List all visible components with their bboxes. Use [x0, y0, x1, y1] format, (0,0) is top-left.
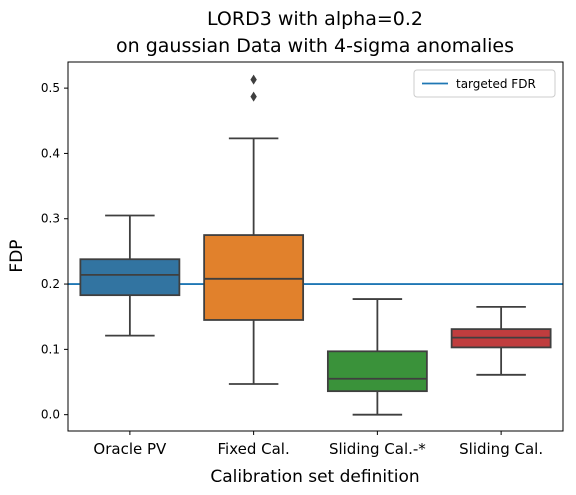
- chart-title-line2: on gaussian Data with 4-sigma anomalies: [116, 35, 514, 57]
- y-tick-label: 0.3: [41, 212, 60, 226]
- box-2: [326, 350, 428, 393]
- y-tick-label: 0.1: [41, 342, 60, 356]
- plot-area: Oracle PV Fixed Cal. Sliding Cal.-* Sliding…: [41, 61, 564, 458]
- y-tick-label: 0.5: [41, 81, 60, 95]
- box-0: [79, 258, 181, 297]
- y-tick-label: 0.4: [41, 146, 60, 160]
- x-axis-label: Calibration set definition: [210, 467, 419, 487]
- x-tick-label: Fixed Cal.: [218, 440, 290, 458]
- x-tick-label: Sliding Cal.-*: [329, 440, 426, 458]
- legend-label: targeted FDR: [456, 77, 536, 91]
- y-tick-label: 0.2: [41, 277, 60, 291]
- outlier-point: [250, 91, 257, 102]
- chart-title-line1: LORD3 with alpha=0.2: [207, 8, 423, 30]
- x-tick-label: Oracle PV: [93, 440, 167, 458]
- x-tick-label: Sliding Cal.: [459, 440, 543, 458]
- outlier-point: [250, 74, 257, 85]
- legend-box: [413, 69, 556, 98]
- box-1: [203, 234, 305, 321]
- y-axis-label: FDP: [7, 239, 27, 272]
- plot-frame: [67, 61, 564, 432]
- y-tick-label: 0.0: [41, 408, 60, 422]
